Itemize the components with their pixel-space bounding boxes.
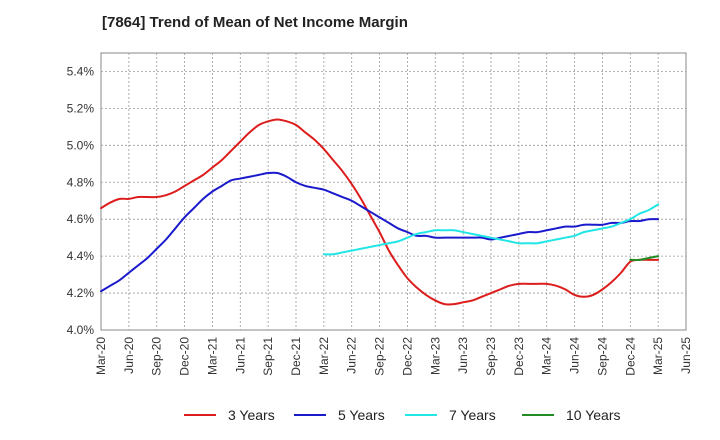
legend-swatch-3-years <box>184 414 216 416</box>
x-tick-label: Jun-20 <box>122 337 136 374</box>
x-tick-label: Sep-23 <box>484 337 498 376</box>
x-tick-label: Dec-24 <box>623 337 637 376</box>
legend-swatch-10-years <box>522 414 554 416</box>
x-tick-label: Sep-20 <box>150 337 164 376</box>
y-tick-label: 4.0% <box>67 323 95 337</box>
legend-swatch-7-years <box>405 414 437 416</box>
y-tick-label: 5.0% <box>67 138 95 152</box>
x-tick-label: Sep-22 <box>373 337 387 376</box>
x-tick-label: Jun-25 <box>679 337 693 374</box>
x-tick-label: Jun-22 <box>345 337 359 374</box>
legend-swatch-5-years <box>294 414 326 416</box>
x-tick-label: Mar-23 <box>428 337 442 375</box>
y-tick-label: 4.8% <box>67 175 95 189</box>
x-tick-label: Dec-22 <box>400 337 414 376</box>
legend-item-10-years: 10 Years <box>522 404 621 426</box>
legend-item-7-years: 7 Years <box>405 404 496 426</box>
legend-item-3-years: 3 Years <box>184 404 275 426</box>
x-tick-label: Mar-25 <box>651 337 665 375</box>
legend-label-3-years: 3 Years <box>228 407 275 423</box>
x-tick-label: Mar-20 <box>94 337 108 375</box>
x-tick-label: Mar-24 <box>540 337 554 375</box>
chart-title: [7864] Trend of Mean of Net Income Margi… <box>102 14 408 31</box>
x-tick-label: Dec-23 <box>512 337 526 376</box>
x-tick-label: Sep-24 <box>595 337 609 376</box>
series-line-3-years <box>100 118 660 306</box>
y-tick-label: 5.2% <box>67 101 95 115</box>
x-tick-label: Mar-22 <box>317 337 331 375</box>
legend-label-10-years: 10 Years <box>566 407 621 423</box>
x-tick-label: Dec-21 <box>289 337 303 376</box>
legend-item-5-years: 5 Years <box>294 404 385 426</box>
legend-label-7-years: 7 Years <box>449 407 496 423</box>
series-line-10-years <box>629 255 660 261</box>
x-tick-label: Jun-21 <box>233 337 247 374</box>
series-line-7-years <box>322 203 660 256</box>
x-tick-label: Dec-20 <box>178 337 192 376</box>
y-tick-label: 4.2% <box>67 286 95 300</box>
x-tick-label: Sep-21 <box>261 337 275 376</box>
y-tick-label: 4.6% <box>67 212 95 226</box>
series-line-5-years <box>100 171 660 293</box>
y-tick-label: 4.4% <box>67 249 95 263</box>
plot-area <box>100 52 687 331</box>
y-tick-label: 5.4% <box>67 64 95 78</box>
x-tick-label: Mar-21 <box>205 337 219 375</box>
legend-label-5-years: 5 Years <box>338 407 385 423</box>
x-tick-label: Jun-23 <box>456 337 470 374</box>
legend: 3 Years 5 Years 7 Years 10 Years <box>0 404 720 426</box>
x-tick-label: Jun-24 <box>568 337 582 374</box>
